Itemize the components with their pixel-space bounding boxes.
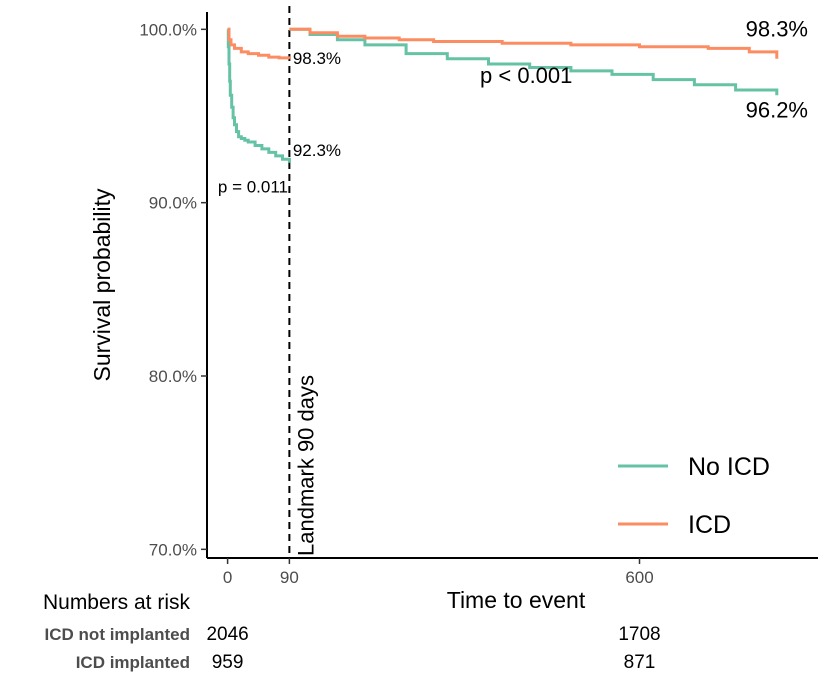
series-0-segment-0-line [226,27,291,163]
annotation-1: 92.3% [293,141,341,160]
landmark-label: Landmark 90 days [293,375,318,556]
x-axis-title: Time to event [447,587,586,613]
risk-row-label-icd: ICD implanted [76,653,190,672]
legend-label-icd: ICD [688,511,731,539]
series-0-segment-1-line [289,27,779,96]
risk-table: Numbers at risk ICD not implanted ICD im… [43,591,661,673]
risk-count: 959 [212,652,244,673]
legend-label-no-icd: No ICD [688,453,770,481]
risk-values: 2046 1708 959 871 [206,624,660,673]
series-1-segment-1-line [289,27,779,59]
y-tick-label: 90.0% [149,194,197,213]
y-axis-title: Survival probability [89,188,115,382]
risk-count: 1708 [618,624,660,645]
annotation-0: p = 0.011 [218,177,288,196]
axes: 70.0% 80.0% 90.0% 100.0% 0 90 600 [139,12,818,587]
annotation-3: p < 0.001 [480,63,572,88]
legend: No ICD ICD [618,453,770,539]
annotations: p = 0.011 92.3% 98.3% p < 0.001 98.3% 96.2% [218,16,808,196]
risk-count: 2046 [206,624,248,645]
series-lines [226,27,779,163]
risk-count: 871 [624,652,656,673]
y-tick-label: 70.0% [149,540,197,559]
x-tick-label: 0 [223,568,232,587]
x-tick-label: 90 [280,568,299,587]
risk-table-title: Numbers at risk [43,591,191,614]
annotation-4: 98.3% [746,16,808,41]
annotation-5: 96.2% [746,98,808,123]
y-tick-label: 80.0% [149,367,197,386]
risk-row-label-no-icd: ICD not implanted [45,625,190,644]
x-tick-label: 600 [625,568,653,587]
series-1-segment-0-line [227,27,291,60]
y-tick-label: 100.0% [139,20,197,39]
annotation-2: 98.3% [293,49,341,68]
landmark-group: Landmark 90 days [288,6,318,558]
